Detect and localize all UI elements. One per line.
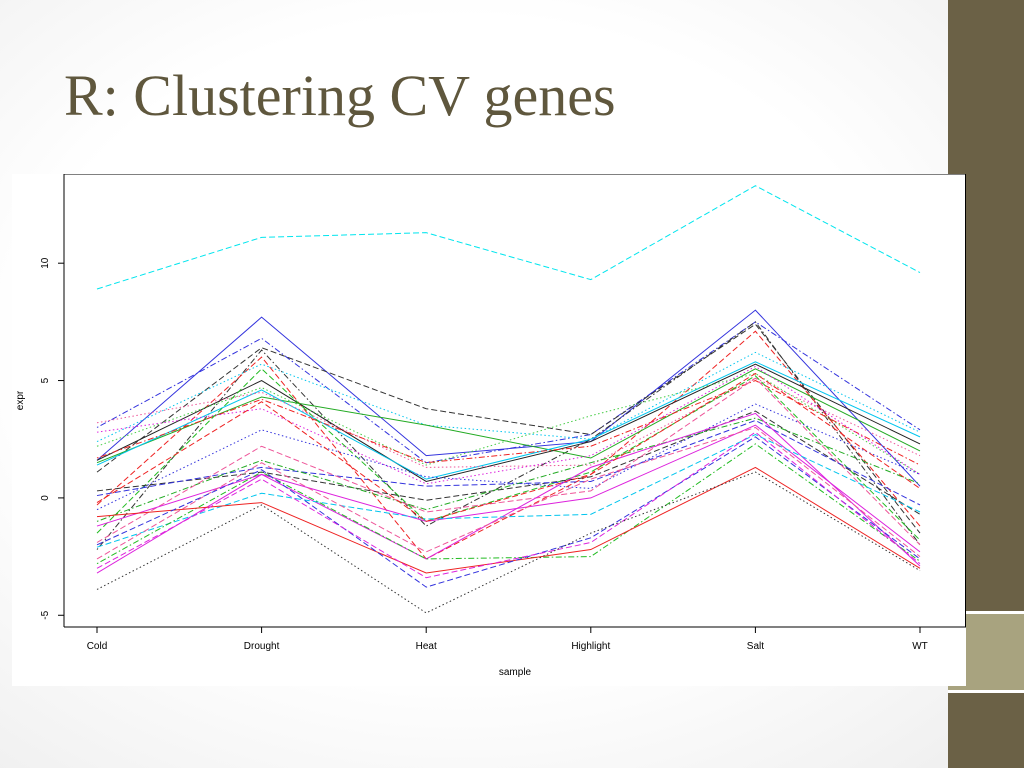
series-line-17 <box>96 419 921 506</box>
x-tick-label: Drought <box>244 641 280 652</box>
series-line-2 <box>96 309 921 487</box>
x-tick-label: Salt <box>747 641 764 652</box>
y-tick-label: -5 <box>40 610 51 619</box>
series-line-13 <box>96 380 921 466</box>
series-line-7 <box>96 351 921 443</box>
series-line-29 <box>96 471 921 614</box>
series-line-4 <box>96 323 921 534</box>
sidebar-divider-bottom <box>948 690 1024 693</box>
series-line-21 <box>96 424 921 553</box>
series-line-12 <box>96 377 921 468</box>
series-line-14 <box>96 368 921 541</box>
series-line-28 <box>96 431 921 579</box>
y-tick-label: 5 <box>40 377 51 383</box>
series-line-9 <box>96 363 921 483</box>
x-ticks: Cold Drought Heat Highlight Salt WT <box>87 627 928 652</box>
series-line-27 <box>96 436 921 588</box>
x-tick-label: Heat <box>416 641 437 652</box>
x-tick-label: Cold <box>87 641 108 652</box>
series-line-30 <box>96 372 921 522</box>
series-layer <box>96 185 921 614</box>
x-tick-label: Highlight <box>571 641 610 652</box>
series-line-8 <box>96 368 921 464</box>
series-line-1 <box>96 185 921 290</box>
y-tick-label: 0 <box>40 495 51 501</box>
slide-title: R: Clustering CV genes <box>64 63 616 128</box>
series-line-3 <box>96 321 921 464</box>
series-line-22 <box>96 412 921 574</box>
series-line-5 <box>96 321 921 550</box>
y-ticks: -5 0 5 10 <box>40 257 64 620</box>
series-line-26 <box>96 466 921 574</box>
series-line-25 <box>96 426 921 560</box>
line-chart: Cold Drought Heat Highlight Salt WT -5 0 5 10 sa… <box>15 174 966 678</box>
y-axis-label: expr <box>15 390 26 410</box>
sidebar-divider-top <box>948 611 1024 614</box>
y-tick-label: 10 <box>40 257 51 269</box>
series-line-23 <box>96 433 921 548</box>
x-axis-label: sample <box>499 667 532 678</box>
series-line-19 <box>96 417 921 522</box>
series-line-10 <box>96 361 921 480</box>
chart-panel: Cold Drought Heat Highlight Salt WT -5 0 5 10 sa… <box>12 174 966 686</box>
series-line-16 <box>96 410 921 515</box>
series-line-18 <box>96 403 921 511</box>
series-line-6 <box>96 330 921 560</box>
series-line-24 <box>96 443 921 565</box>
x-tick-label: WT <box>912 641 928 652</box>
series-line-20 <box>96 377 921 546</box>
